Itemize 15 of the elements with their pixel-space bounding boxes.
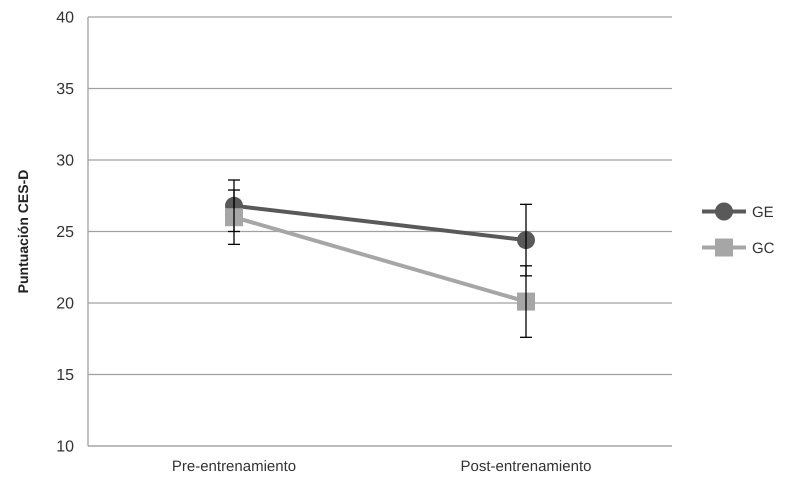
x-tick-label: Post-entrenamiento [460,458,592,475]
y-axis-title: Puntuación CES-D [15,170,31,294]
point [517,231,535,250]
point [517,292,535,311]
y-tick-label: 20 [56,296,74,313]
y-tick-label: 10 [56,438,74,456]
point [225,208,243,226]
y-tick-label: 25 [56,224,74,242]
y-tick-label: 30 [56,152,74,170]
y-tick-label: 15 [56,367,74,384]
x-tick-label: Pre-entrenamiento [172,458,296,475]
legend-label: GE [752,204,774,221]
y-tick-label: 40 [56,10,74,27]
y-tick-label: 35 [56,81,74,98]
legend-label: GC [752,240,775,257]
